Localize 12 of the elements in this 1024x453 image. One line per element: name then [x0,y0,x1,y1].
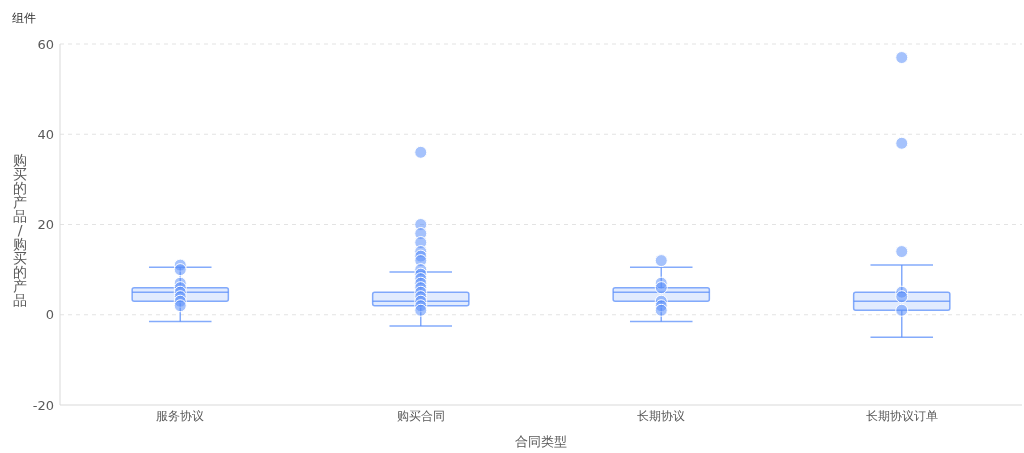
xtick: 购买合同 [396,409,445,423]
xtick: 服务协议 [156,409,205,423]
ylabel: 购买的产品/购买的产品 [13,151,27,308]
ytick: 0 [45,307,54,323]
ytick: 60 [37,36,54,52]
xtick: 长期协议 [637,409,686,423]
title: 组件 [12,11,36,25]
ytick: 20 [37,217,54,232]
ytick: 40 [37,126,54,142]
xlabel: 合同类型 [515,433,567,449]
xtick: 长期协议订单 [865,409,938,423]
ytick: -20 [32,397,54,413]
